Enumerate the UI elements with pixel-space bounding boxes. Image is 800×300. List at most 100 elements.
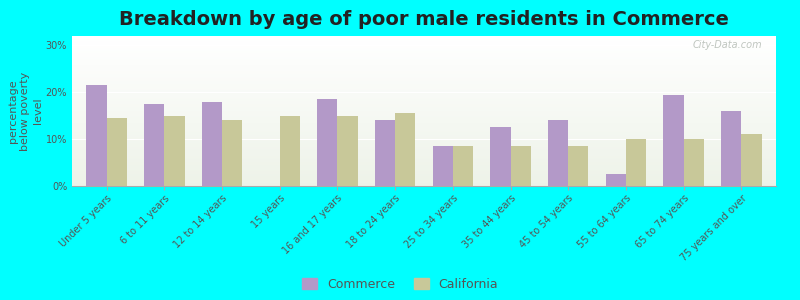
Bar (72, 61, 776, 63)
Bar (72, 87, 776, 88)
Bar (395, 113, 415, 186)
Bar (72, 112, 776, 114)
Bar (72, 78, 776, 80)
Bar (72, 105, 776, 106)
Bar (510, 146, 530, 186)
Bar (433, 146, 453, 186)
Bar (72, 46, 776, 48)
Bar (72, 138, 776, 140)
Bar (72, 172, 776, 174)
Bar (318, 99, 338, 186)
Bar (72, 74, 776, 75)
Bar (72, 48, 776, 50)
Bar (72, 81, 776, 82)
Bar (72, 142, 776, 144)
Bar (72, 51, 776, 52)
Bar (72, 118, 776, 120)
Bar (72, 68, 776, 69)
Bar (72, 70, 776, 72)
Bar (684, 139, 704, 186)
Bar (72, 152, 776, 153)
Bar (72, 106, 776, 108)
Bar (375, 120, 395, 186)
Bar (106, 118, 127, 186)
Bar (721, 111, 742, 186)
Bar (72, 66, 776, 68)
Bar (626, 139, 646, 186)
Bar (72, 130, 776, 132)
Bar (72, 96, 776, 98)
Bar (72, 39, 776, 40)
Bar (72, 69, 776, 70)
Bar (72, 76, 776, 78)
Bar (742, 134, 762, 186)
Bar (72, 169, 776, 171)
Legend: Commerce, California: Commerce, California (302, 278, 498, 291)
Bar (86, 85, 106, 186)
Bar (568, 146, 589, 186)
Bar (164, 116, 185, 186)
Bar (72, 102, 776, 104)
Bar (72, 154, 776, 156)
Bar (72, 120, 776, 122)
Bar (280, 116, 300, 186)
Bar (72, 38, 776, 39)
Bar (72, 124, 776, 126)
Bar (72, 75, 776, 76)
Bar (72, 178, 776, 180)
Bar (72, 90, 776, 92)
Bar (72, 116, 776, 117)
Bar (72, 122, 776, 123)
Bar (72, 176, 776, 177)
Bar (72, 100, 776, 102)
Bar (72, 50, 776, 51)
Bar (72, 80, 776, 81)
Bar (338, 116, 358, 186)
Bar (72, 160, 776, 162)
Bar (72, 183, 776, 184)
Bar (72, 98, 776, 99)
Bar (72, 162, 776, 164)
Bar (72, 135, 776, 136)
Text: City-Data.com: City-Data.com (692, 40, 762, 50)
Bar (72, 72, 776, 74)
Bar (453, 146, 473, 186)
Title: Breakdown by age of poor male residents in Commerce: Breakdown by age of poor male residents … (119, 10, 729, 29)
Bar (72, 108, 776, 110)
Bar (72, 150, 776, 152)
Bar (72, 177, 776, 178)
Bar (490, 128, 510, 186)
Bar (144, 104, 164, 186)
Bar (72, 136, 776, 138)
Bar (222, 120, 242, 186)
Bar (72, 141, 776, 142)
Bar (72, 94, 776, 96)
Bar (72, 146, 776, 147)
Bar (72, 111, 776, 112)
Bar (72, 88, 776, 90)
Bar (72, 174, 776, 176)
Bar (72, 110, 776, 111)
Bar (72, 58, 776, 60)
Bar (72, 147, 776, 148)
Bar (72, 132, 776, 134)
Bar (72, 45, 776, 46)
Bar (72, 42, 776, 44)
Bar (72, 148, 776, 150)
Bar (72, 153, 776, 154)
Bar (72, 40, 776, 42)
Bar (72, 128, 776, 129)
Bar (72, 103, 776, 105)
Bar (72, 158, 776, 159)
Bar (72, 144, 776, 146)
Bar (72, 85, 776, 87)
Bar (72, 171, 776, 172)
Bar (72, 82, 776, 84)
Bar (72, 168, 776, 170)
Bar (72, 57, 776, 58)
Bar (72, 54, 776, 56)
Bar (72, 92, 776, 93)
Bar (72, 117, 776, 118)
Bar (606, 174, 626, 186)
Bar (72, 126, 776, 128)
